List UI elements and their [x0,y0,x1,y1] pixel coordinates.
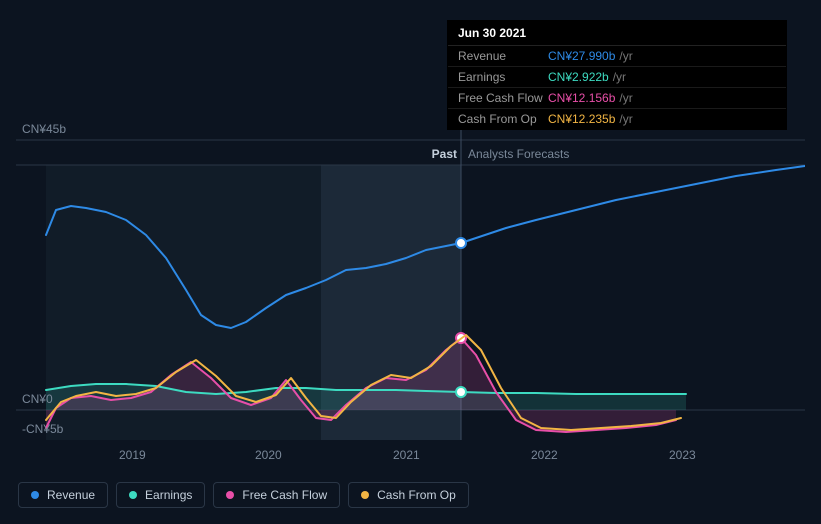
x-axis-label: 2022 [531,448,558,462]
legend-label: Earnings [145,488,192,502]
legend-item-fcf[interactable]: Free Cash Flow [213,482,340,508]
legend-label: Cash From Op [377,488,456,502]
legend-dot-icon [361,491,369,499]
tooltip-metric-value: CN¥12.156b [548,91,615,105]
legend-dot-icon [129,491,137,499]
tooltip-unit: /yr [619,91,632,105]
tooltip-unit: /yr [619,112,632,126]
tooltip-metric-value: CN¥2.922b [548,70,609,84]
legend-item-cfo[interactable]: Cash From Op [348,482,469,508]
tooltip-metric-label: Revenue [458,49,548,63]
x-axis-label: 2023 [669,448,696,462]
y-axis-max-label: CN¥45b [22,122,66,136]
tooltip-unit: /yr [613,70,626,84]
tooltip-row: RevenueCN¥27.990b/yr [448,46,786,67]
tooltip-row: Cash From OpCN¥12.235b/yr [448,109,786,129]
chart-tooltip: Jun 30 2021 RevenueCN¥27.990b/yrEarnings… [447,20,787,130]
x-axis-label: 2020 [255,448,282,462]
tooltip-unit: /yr [619,49,632,63]
tooltip-metric-value: CN¥12.235b [548,112,615,126]
tooltip-date: Jun 30 2021 [448,21,786,46]
legend-item-revenue[interactable]: Revenue [18,482,108,508]
legend-dot-icon [226,491,234,499]
earnings-forecast-chart[interactable]: CN¥45b CN¥0 -CN¥5b Past Analysts Forecas… [16,0,805,470]
legend-item-earnings[interactable]: Earnings [116,482,205,508]
legend-label: Free Cash Flow [242,488,327,502]
tooltip-metric-label: Cash From Op [458,112,548,126]
x-axis-label: 2019 [119,448,146,462]
tooltip-metric-label: Earnings [458,70,548,84]
forecast-period-label: Analysts Forecasts [468,147,569,161]
past-period-label: Past [432,147,457,161]
y-axis-neg-label: -CN¥5b [22,422,63,436]
tooltip-metric-value: CN¥27.990b [548,49,615,63]
tooltip-row: Free Cash FlowCN¥12.156b/yr [448,88,786,109]
tooltip-row: EarningsCN¥2.922b/yr [448,67,786,88]
legend-dot-icon [31,491,39,499]
x-axis-label: 2021 [393,448,420,462]
legend-label: Revenue [47,488,95,502]
legend: Revenue Earnings Free Cash Flow Cash From O… [18,482,469,508]
y-axis-zero-label: CN¥0 [22,392,53,406]
tooltip-metric-label: Free Cash Flow [458,91,548,105]
